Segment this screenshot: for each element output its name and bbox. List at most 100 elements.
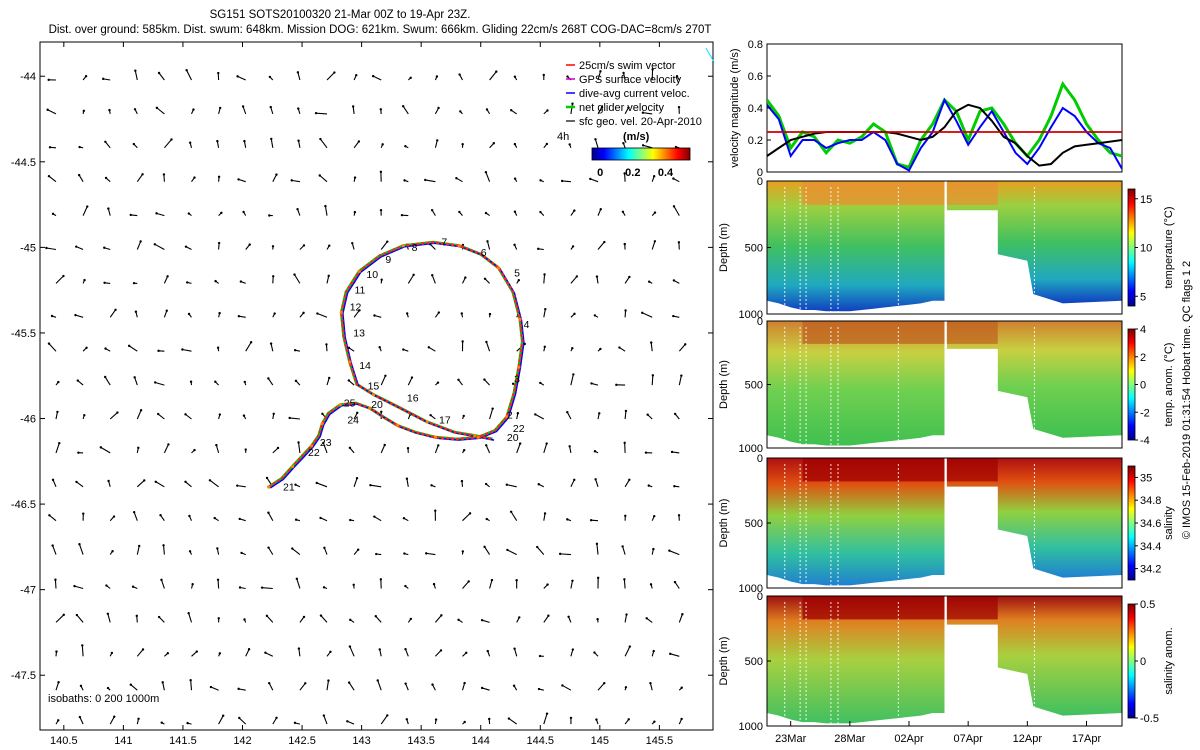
current-arrow-head [432, 582, 436, 586]
current-arrow-head [323, 546, 326, 550]
current-arrow-head [188, 550, 192, 553]
current-arrow-head [353, 210, 357, 214]
current-arrow-head [515, 579, 518, 582]
current-arrow-head [672, 279, 676, 282]
current-arrow-head [132, 510, 136, 514]
current-arrow-head [573, 312, 576, 316]
section-field-late [946, 181, 1122, 304]
current-arrow-head [439, 649, 443, 652]
current-arrow [326, 377, 330, 386]
section-y-tick-label: 0 [757, 453, 763, 465]
current-arrow-head [545, 442, 548, 445]
current-arrow-head [239, 280, 243, 283]
current-arrow [291, 548, 301, 556]
current-arrow [404, 648, 409, 657]
current-arrow [377, 680, 382, 691]
current-arrow [76, 246, 84, 251]
current-arrow-head [624, 309, 627, 312]
current-arrow [238, 717, 247, 725]
current-arrow-head [294, 518, 298, 521]
current-arrow-head [599, 70, 602, 73]
current-arrow [326, 275, 330, 284]
current-arrow-head [461, 340, 464, 343]
current-arrow-head [402, 348, 405, 351]
map-colorbar-tick-label: 0.4 [658, 167, 674, 179]
current-arrow [323, 547, 328, 555]
current-arrow-head [269, 105, 272, 109]
current-arrow-head [243, 618, 246, 621]
current-arrow-head [460, 312, 463, 315]
current-arrow-head [412, 273, 415, 277]
current-arrow-head [104, 176, 108, 180]
current-arrow-head [166, 652, 170, 655]
current-arrow-head [314, 111, 318, 115]
current-arrow-head [242, 414, 246, 417]
current-arrow-head [137, 717, 140, 720]
current-arrow [434, 445, 439, 454]
current-arrow-head [568, 143, 571, 146]
velocity-series-line [767, 97, 1122, 172]
legend-geo-label: sfc geo. vel. 20-Apr-2010 [579, 116, 702, 128]
current-arrow-head [275, 173, 278, 176]
current-arrow [163, 276, 169, 284]
current-arrow-head [673, 580, 677, 584]
current-arrow-head [425, 552, 428, 555]
current-arrow-head [537, 483, 540, 486]
current-arrow-head [357, 140, 361, 143]
current-arrow-head [270, 137, 273, 141]
current-arrow [352, 106, 355, 114]
current-arrow [104, 376, 111, 386]
current-arrow-head [375, 552, 378, 556]
current-arrow [158, 72, 165, 81]
current-arrow-head [78, 715, 82, 719]
current-arrow [79, 716, 84, 725]
velocity-series [767, 80, 1122, 172]
current-arrow [570, 103, 574, 114]
waypoint-label: 6 [481, 247, 487, 259]
current-arrow-head [351, 241, 354, 245]
current-arrow-head [675, 75, 679, 78]
current-arrow-head [327, 679, 330, 682]
current-arrow-head [513, 75, 517, 78]
current-arrow [245, 648, 250, 657]
current-arrow [510, 511, 518, 521]
current-arrow-head [465, 651, 468, 655]
current-arrow [155, 381, 165, 386]
current-arrow-head [558, 552, 562, 556]
gps-point [496, 266, 501, 270]
current-arrow [270, 343, 274, 352]
section-y-tick-label: 500 [745, 656, 763, 668]
current-arrow-head [404, 145, 407, 148]
current-arrow [649, 683, 653, 691]
current-arrow-head [167, 443, 170, 446]
current-arrow-head [677, 514, 681, 517]
section-colorbar-label: salinity [1163, 506, 1175, 540]
current-arrow-head [184, 480, 187, 483]
current-arrow-head [217, 241, 221, 245]
waypoint-label: 22 [513, 423, 525, 435]
waypoint-label: 16 [407, 392, 419, 404]
current-arrow-head [78, 145, 81, 149]
current-arrow-head [600, 105, 604, 109]
current-arrow [590, 178, 599, 183]
current-arrow [109, 716, 115, 725]
current-arrow-head [184, 413, 187, 416]
current-arrow-head [319, 614, 323, 617]
current-arrow-head [293, 273, 296, 276]
section-colorbar [1127, 188, 1136, 307]
current-arrow-head [373, 515, 376, 518]
current-arrow [296, 578, 301, 589]
current-arrow [320, 615, 328, 623]
current-arrow-head [248, 243, 251, 246]
current-arrow-head [507, 717, 511, 720]
current-arrow-head [376, 679, 379, 682]
current-arrow [481, 687, 490, 691]
map-y-tick-label: -44 [20, 71, 36, 83]
current-arrow [507, 549, 517, 556]
current-arrow [128, 345, 138, 352]
gps-point [320, 422, 324, 426]
current-arrow-head [110, 651, 114, 655]
current-arrow [349, 646, 355, 657]
current-arrow-head [538, 654, 542, 658]
